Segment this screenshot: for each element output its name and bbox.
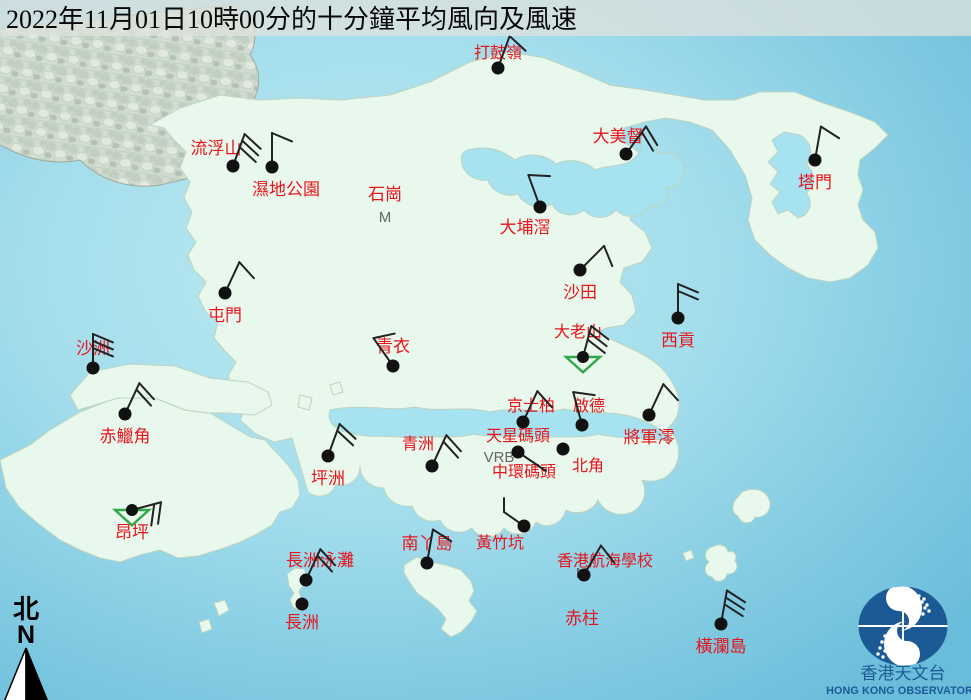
svg-text:天星碼頭: 天星碼頭 [486,427,550,445]
svg-text:坪洲: 坪洲 [311,469,345,488]
svg-text:香港航海學校: 香港航海學校 [557,552,653,570]
svg-text:大美督: 大美督 [593,127,644,146]
svg-text:大埔滘: 大埔滘 [500,218,551,237]
svg-text:長洲泳灘: 長洲泳灘 [286,551,354,570]
svg-text:青衣: 青衣 [376,337,410,356]
svg-text:打鼓嶺: 打鼓嶺 [474,44,522,62]
svg-text:石崗: 石崗 [368,185,402,204]
svg-text:長洲: 長洲 [285,613,319,632]
svg-text:塔門: 塔門 [798,173,832,192]
svg-text:北角: 北角 [572,457,604,475]
svg-text:北: 北 [13,594,39,624]
svg-text:M: M [379,209,392,226]
svg-text:大老山: 大老山 [554,323,602,341]
svg-text:赤鱲角: 赤鱲角 [100,427,151,446]
svg-text:流浮山: 流浮山 [191,139,242,158]
svg-text:沙田: 沙田 [563,283,597,302]
svg-text:濕地公園: 濕地公園 [252,180,320,199]
svg-text:青洲: 青洲 [402,435,434,453]
svg-text:香港天文台: 香港天文台 [861,664,946,683]
svg-text:N: N [17,621,35,649]
svg-text:赤柱: 赤柱 [565,609,599,628]
svg-text:黃竹坑: 黃竹坑 [476,534,524,552]
svg-text:HONG KONG OBSERVATORY: HONG KONG OBSERVATORY [826,685,971,697]
svg-text:將軍澪: 將軍澪 [624,428,675,447]
svg-text:橫瀾島: 橫瀾島 [696,637,747,656]
svg-text:西貢: 西貢 [661,331,695,350]
svg-text:VRB: VRB [484,449,515,466]
svg-text:屯門: 屯門 [208,306,242,325]
